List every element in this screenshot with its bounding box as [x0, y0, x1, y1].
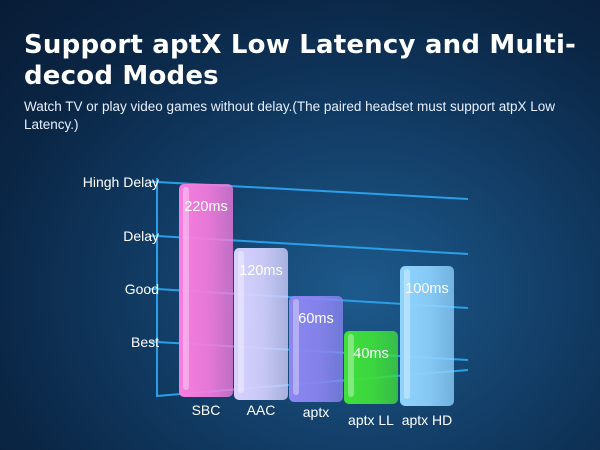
bar-aptx-hd	[400, 266, 454, 406]
bar-aptx-ll	[344, 331, 398, 404]
bar-highlight-aptx	[293, 299, 299, 395]
y-tick-label-best: Best	[131, 334, 159, 350]
page-title: Support aptX Low Latency and Multi-decod…	[24, 30, 577, 91]
y-tick-label-good: Good	[125, 281, 159, 297]
y-tick-label-delay: Delay	[123, 228, 159, 244]
bar-sbc	[179, 184, 233, 397]
bar-highlight-aac	[238, 251, 244, 393]
data-label-aptx-ll: 40ms	[353, 346, 388, 362]
x-tick-label-aptx-hd: aptx HD	[402, 412, 453, 428]
bar-aac	[234, 248, 288, 400]
x-tick-label-aptx: aptx	[303, 404, 329, 420]
bar-aptx	[289, 296, 343, 402]
data-label-aac: 120ms	[239, 263, 283, 279]
data-label-aptx-hd: 100ms	[405, 281, 449, 297]
data-label-aptx: 60ms	[298, 311, 333, 327]
y-tick-label-hingh-delay: Hingh Delay	[83, 174, 159, 190]
bar-highlight-sbc	[183, 187, 189, 390]
bar-highlight-aptx-hd	[404, 269, 410, 399]
page-subtitle: Watch TV or play video games without del…	[24, 99, 556, 132]
x-tick-label-sbc: SBC	[192, 402, 221, 418]
x-tick-label-aac: AAC	[247, 402, 276, 418]
x-tick-label-aptx-ll: aptx LL	[348, 412, 394, 428]
bar-highlight-aptx-ll	[348, 334, 354, 397]
data-label-sbc: 220ms	[184, 199, 228, 215]
